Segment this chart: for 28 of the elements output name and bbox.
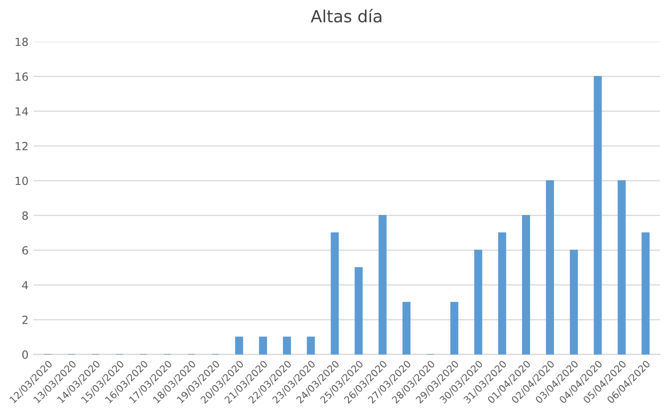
bar xyxy=(546,180,554,354)
bar xyxy=(474,250,482,354)
bar xyxy=(570,250,578,354)
y-tick-label: 6 xyxy=(22,246,28,255)
y-tick-label: 16 xyxy=(16,72,28,81)
bar xyxy=(594,76,602,354)
y-tick-label: 12 xyxy=(16,142,28,150)
bar xyxy=(618,180,626,354)
bar xyxy=(522,215,530,354)
y-tick-label: 14 xyxy=(16,107,28,116)
bar xyxy=(450,302,458,354)
y-tick-label: 8 xyxy=(22,211,28,220)
bar xyxy=(498,232,506,354)
y-tick-label: 18 xyxy=(16,38,28,46)
y-tick-label: 4 xyxy=(22,281,28,290)
y-tick-label: 2 xyxy=(22,316,28,324)
bar xyxy=(259,336,268,354)
y-tick-label: 0 xyxy=(22,350,28,359)
bar xyxy=(282,336,291,354)
bar xyxy=(642,232,650,354)
bar xyxy=(330,232,339,354)
bar xyxy=(378,215,387,354)
bar xyxy=(235,336,244,354)
bar xyxy=(354,267,363,354)
bar xyxy=(306,336,315,354)
chart-title: Altas día xyxy=(310,8,382,22)
bar xyxy=(402,302,411,354)
y-tick-label: 10 xyxy=(16,176,28,186)
